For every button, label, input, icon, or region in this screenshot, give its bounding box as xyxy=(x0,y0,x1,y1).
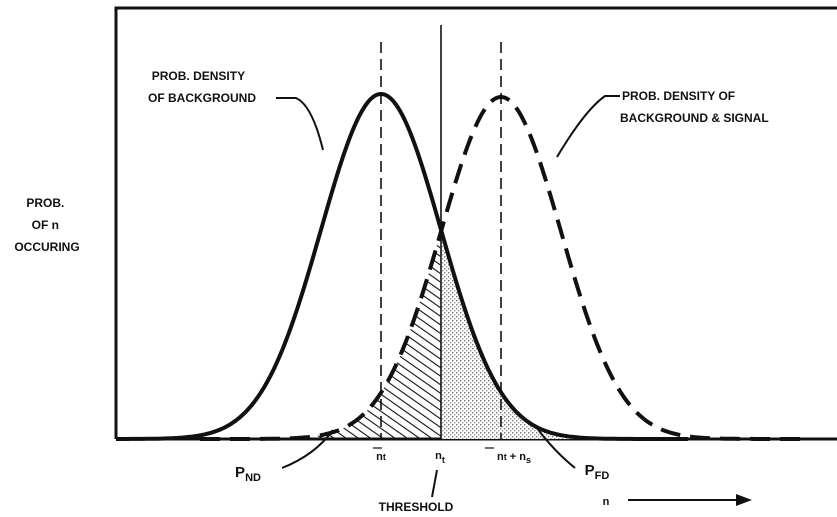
threshold-leader xyxy=(431,469,438,498)
p-fd-stippled-region xyxy=(441,233,688,439)
tick-label-nbar-t-plus-ns: nt + ns xyxy=(497,451,531,465)
background-density-curve xyxy=(116,92,688,441)
background-signal-density-curve xyxy=(200,95,800,441)
p-nd-leader xyxy=(281,429,334,469)
x-axis-arrow-head xyxy=(736,494,752,506)
p-fd-label: PFD xyxy=(585,462,610,482)
background-curve-label: PROB. DENSITY OF BACKGROUND xyxy=(148,69,256,105)
p-nd-label: PND xyxy=(235,464,261,484)
p-nd-hatched-region xyxy=(200,235,441,439)
p-fd-leader xyxy=(536,427,576,469)
background-signal-label-leader xyxy=(556,95,620,158)
tick-label-n-t: nt xyxy=(435,450,445,465)
plot-frame xyxy=(114,6,837,439)
y-axis-label: PROB. OF n OCCURING xyxy=(14,196,79,254)
threshold-label: THRESHOLD xyxy=(379,500,454,514)
background-label-leader xyxy=(276,97,324,151)
tick-label-nbar-t: nt xyxy=(376,451,386,463)
background-signal-curve-label: PROB. DENSITY OF BACKGROUND & SIGNAL xyxy=(620,89,769,125)
x-axis-label: n xyxy=(603,496,610,508)
